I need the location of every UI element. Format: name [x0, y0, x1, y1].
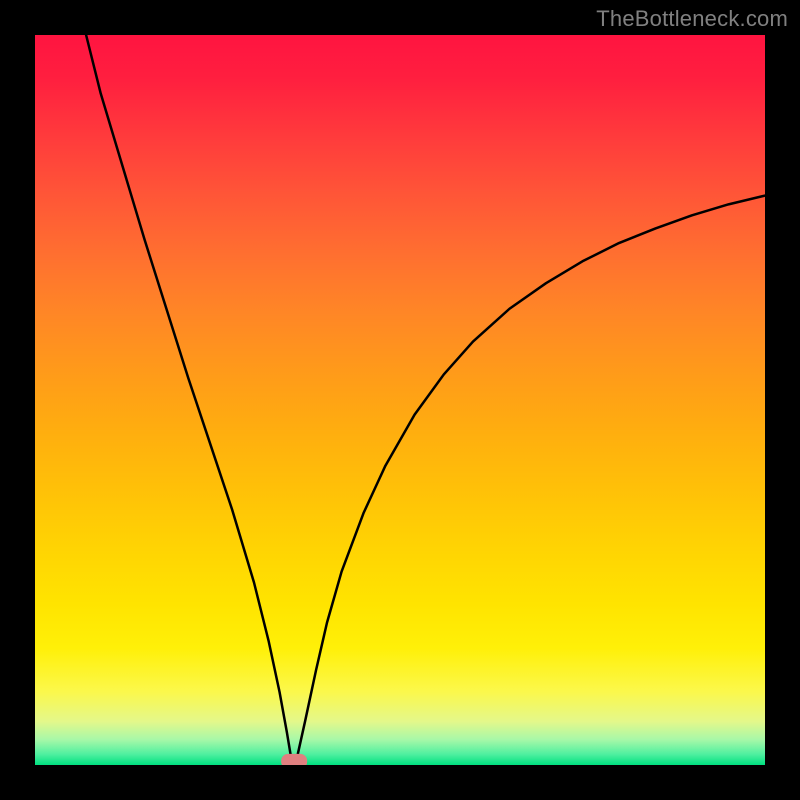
- chart-frame: TheBottleneck.com: [0, 0, 800, 800]
- gradient-plot-area: [35, 35, 765, 765]
- bottleneck-chart: [0, 0, 800, 800]
- watermark-text: TheBottleneck.com: [596, 6, 788, 32]
